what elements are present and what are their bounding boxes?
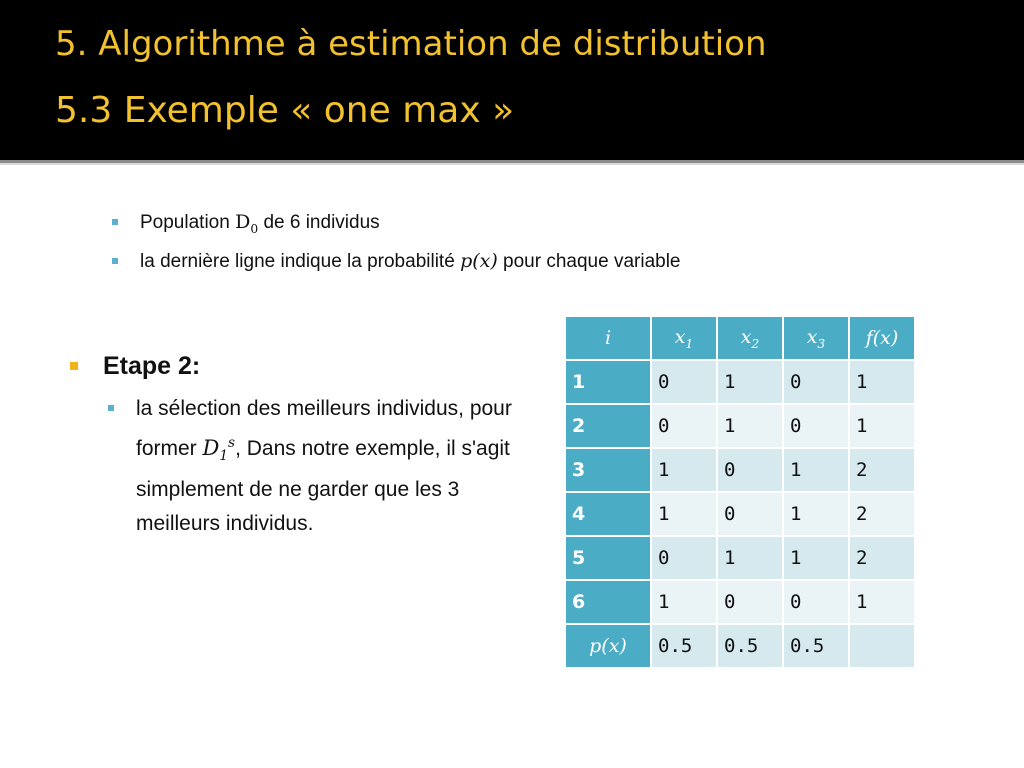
step-heading: Etape 2: <box>70 352 540 392</box>
population-table: i x1 x2 x3 f(x) 1 0 1 0 1 2 0 1 0 1 3 1 … <box>564 315 916 669</box>
table-cell: 1 <box>782 491 850 537</box>
table-cell: 0.5 <box>716 623 784 669</box>
math-subscript: 0 <box>250 221 259 236</box>
x1-var: x <box>674 325 686 348</box>
row-label-px: p(x) <box>564 623 652 669</box>
step-description: la sélection des meilleurs individus, po… <box>108 392 546 541</box>
header-x2: x2 <box>716 315 784 361</box>
table-cell: 0 <box>782 579 850 625</box>
table-cell: 1 <box>782 535 850 581</box>
intro-bullet-list: Population D0 de 6 individus la dernière… <box>112 211 681 289</box>
math-superscript: s <box>228 435 236 451</box>
math-base: D <box>202 436 220 460</box>
table-cell: 1 <box>650 447 718 493</box>
bullet-square-icon <box>108 405 114 411</box>
bullet-square-icon <box>70 362 78 370</box>
table-cell: 1 <box>716 403 784 449</box>
bullet-square-icon <box>112 258 118 264</box>
slide-subtitle: 5.3 Exemple « one max » <box>55 90 515 131</box>
table-cell: 1 <box>650 579 718 625</box>
step-heading-text: Etape 2: <box>103 352 201 380</box>
math-D0: D0 <box>235 211 259 236</box>
table-row: 3 1 0 1 2 <box>564 447 916 493</box>
step-text: , Dans notre exemple, il s'agit simpleme… <box>136 437 510 536</box>
table-cell: 1 <box>782 447 850 493</box>
header-fx: f(x) <box>848 315 916 361</box>
table-cell: 0 <box>650 403 718 449</box>
x3-sub: 3 <box>817 336 826 351</box>
table-cell: 0 <box>782 403 850 449</box>
header-i: i <box>564 315 652 361</box>
table-cell: 1 <box>716 535 784 581</box>
bullet-text: Population <box>140 212 236 233</box>
row-label: 1 <box>564 359 652 405</box>
x1-sub: 1 <box>685 336 694 351</box>
header-x3: x3 <box>782 315 850 361</box>
table-cell: 1 <box>650 491 718 537</box>
bullet-text: la dernière ligne indique la probabilité <box>140 251 461 272</box>
table-cell: 0.5 <box>782 623 850 669</box>
table-row: 4 1 0 1 2 <box>564 491 916 537</box>
x2-sub: 2 <box>751 336 760 351</box>
table-row: 5 0 1 1 2 <box>564 535 916 581</box>
bullet-square-icon <box>112 219 118 225</box>
math-subscript: 1 <box>219 448 229 465</box>
table-cell <box>848 623 916 669</box>
table-cell: 0 <box>716 491 784 537</box>
table-cell: 2 <box>848 535 916 581</box>
table-cell: 1 <box>848 403 916 449</box>
step-block: Etape 2: la sélection des meilleurs indi… <box>70 352 540 541</box>
table-cell: 0 <box>716 447 784 493</box>
math-D1s: D1s <box>202 435 236 464</box>
probability-row: p(x) 0.5 0.5 0.5 <box>564 623 916 669</box>
bullet-text: de 6 individus <box>258 212 380 233</box>
x3-var: x <box>806 325 818 348</box>
math-base: D <box>235 211 251 233</box>
title-separator-light <box>0 163 1024 165</box>
table-row: 2 0 1 0 1 <box>564 403 916 449</box>
bullet-probability: la dernière ligne indique la probabilité… <box>112 250 681 289</box>
table-cell: 0 <box>716 579 784 625</box>
row-label: 2 <box>564 403 652 449</box>
step-text: la sélection des meilleurs individus, po… <box>136 397 512 460</box>
title-bar: 5. Algorithme à estimation de distributi… <box>0 0 1024 160</box>
table-cell: 0 <box>782 359 850 405</box>
table-cell: 0 <box>650 535 718 581</box>
table-cell: 1 <box>848 359 916 405</box>
title-separator <box>0 160 1024 163</box>
table-cell: 0.5 <box>650 623 718 669</box>
row-label: 3 <box>564 447 652 493</box>
table-header-row: i x1 x2 x3 f(x) <box>564 315 916 361</box>
slide-title: 5. Algorithme à estimation de distributi… <box>55 24 767 64</box>
table-cell: 2 <box>848 447 916 493</box>
row-label: 6 <box>564 579 652 625</box>
table-cell: 1 <box>848 579 916 625</box>
bullet-population: Population D0 de 6 individus <box>112 211 681 250</box>
row-label: 5 <box>564 535 652 581</box>
header-x1: x1 <box>650 315 718 361</box>
table-row: 1 0 1 0 1 <box>564 359 916 405</box>
math-px: p(x) <box>460 250 498 272</box>
bullet-text: pour chaque variable <box>497 251 681 272</box>
x2-var: x <box>740 325 752 348</box>
row-label: 4 <box>564 491 652 537</box>
table-cell: 2 <box>848 491 916 537</box>
table-row: 6 1 0 0 1 <box>564 579 916 625</box>
table-cell: 1 <box>716 359 784 405</box>
table-cell: 0 <box>650 359 718 405</box>
